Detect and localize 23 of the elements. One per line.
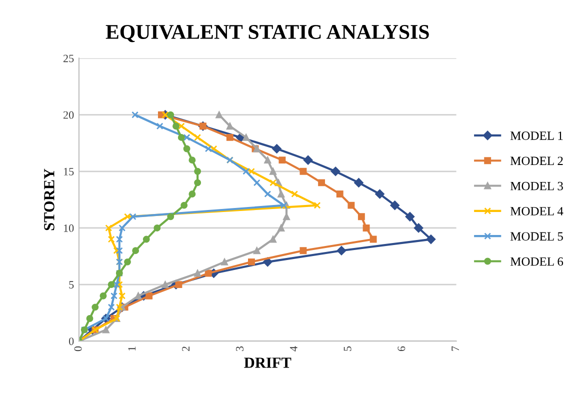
x-axis-title: DRIFT xyxy=(244,358,292,368)
y-tick-label: 0 xyxy=(68,338,74,346)
x-tick-label: 2 xyxy=(182,346,190,352)
legend-label: MODEL 5 xyxy=(510,232,563,241)
x-tick-label: 6 xyxy=(398,346,406,352)
legend-label: MODEL 6 xyxy=(510,257,564,266)
x-tick-label: 0 xyxy=(74,346,82,352)
x-tick-label: 5 xyxy=(344,346,352,351)
chart-title: EQUIVALENT STATIC ANALYSIS xyxy=(106,25,429,42)
y-axis-title: STOREY xyxy=(44,168,54,230)
x-tick-label: 1 xyxy=(128,346,136,351)
y-tick-label: 25 xyxy=(63,54,74,62)
legend-label: MODEL 1 xyxy=(510,132,563,140)
y-tick-label: 20 xyxy=(63,111,74,119)
x-tick-label: 3 xyxy=(236,346,244,352)
y-tick-label: 5 xyxy=(69,281,74,289)
y-tick-label: 10 xyxy=(64,224,74,232)
x-tick-label: 4 xyxy=(290,346,298,352)
legend-label: MODEL 4 xyxy=(510,207,564,216)
legend-label: MODEL 2 xyxy=(510,156,563,166)
y-tick-label: 15 xyxy=(64,168,74,176)
x-tick-label: 7 xyxy=(452,346,459,351)
legend-label: MODEL 3 xyxy=(510,182,563,190)
